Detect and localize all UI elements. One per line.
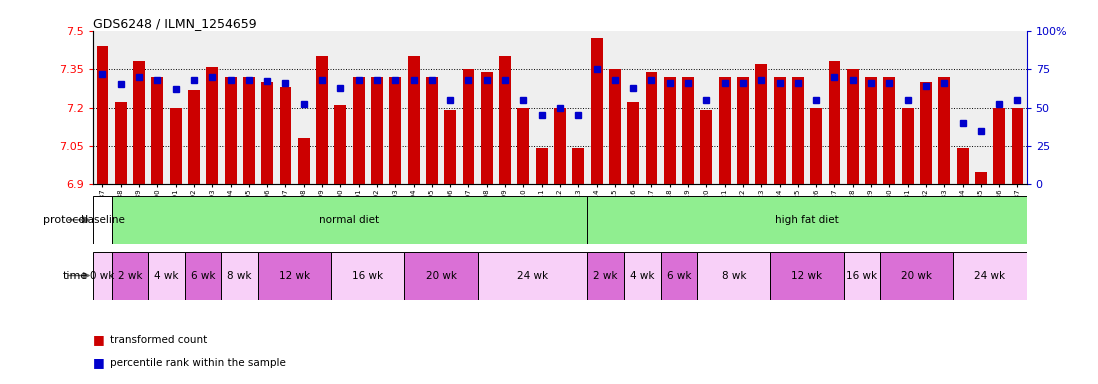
- Text: 24 wk: 24 wk: [517, 270, 548, 281]
- Bar: [939, 77, 950, 184]
- Bar: [881, 252, 953, 300]
- Bar: [371, 77, 383, 184]
- Bar: [462, 69, 474, 184]
- Bar: [184, 252, 222, 300]
- Bar: [664, 77, 675, 184]
- Text: 24 wk: 24 wk: [974, 270, 1006, 281]
- Bar: [500, 56, 511, 184]
- Bar: [719, 77, 730, 184]
- Bar: [1011, 108, 1023, 184]
- Bar: [97, 46, 109, 184]
- Bar: [609, 69, 620, 184]
- Text: percentile rank within the sample: percentile rank within the sample: [110, 358, 285, 368]
- Text: 16 wk: 16 wk: [847, 270, 877, 281]
- Bar: [587, 252, 624, 300]
- Bar: [188, 89, 200, 184]
- Text: protocol: protocol: [43, 215, 88, 225]
- Bar: [829, 61, 840, 184]
- Bar: [133, 61, 145, 184]
- Text: 4 wk: 4 wk: [630, 270, 654, 281]
- Bar: [115, 103, 126, 184]
- Bar: [884, 77, 895, 184]
- Bar: [697, 252, 771, 300]
- Bar: [865, 77, 877, 184]
- Text: 12 wk: 12 wk: [279, 270, 311, 281]
- Bar: [112, 196, 587, 244]
- Text: time: time: [63, 270, 88, 281]
- Text: 8 wk: 8 wk: [227, 270, 251, 281]
- Text: transformed count: transformed count: [110, 335, 208, 345]
- Bar: [755, 64, 768, 184]
- Bar: [627, 103, 639, 184]
- Text: ■: ■: [93, 333, 105, 346]
- Bar: [112, 252, 148, 300]
- Bar: [792, 77, 804, 184]
- Bar: [591, 38, 603, 184]
- Bar: [661, 252, 697, 300]
- Bar: [445, 110, 456, 184]
- Text: 6 wk: 6 wk: [666, 270, 691, 281]
- Bar: [517, 108, 529, 184]
- Text: 2 wk: 2 wk: [594, 270, 618, 281]
- Bar: [316, 56, 328, 184]
- Text: baseline: baseline: [80, 215, 124, 225]
- Text: ■: ■: [93, 356, 105, 369]
- Text: 20 wk: 20 wk: [901, 270, 932, 281]
- Bar: [737, 77, 749, 184]
- Bar: [953, 252, 1027, 300]
- Bar: [843, 252, 881, 300]
- Bar: [93, 252, 112, 300]
- Bar: [587, 196, 1027, 244]
- Text: 8 wk: 8 wk: [721, 270, 746, 281]
- Bar: [407, 56, 419, 184]
- Text: 12 wk: 12 wk: [792, 270, 822, 281]
- Bar: [258, 252, 332, 300]
- Bar: [243, 77, 255, 184]
- Bar: [682, 77, 694, 184]
- Text: 2 wk: 2 wk: [117, 270, 142, 281]
- Bar: [701, 110, 713, 184]
- Bar: [170, 108, 181, 184]
- Bar: [847, 69, 859, 184]
- Bar: [93, 196, 112, 244]
- Bar: [225, 77, 236, 184]
- Bar: [994, 108, 1005, 184]
- Bar: [624, 252, 661, 300]
- Bar: [404, 252, 478, 300]
- Bar: [298, 138, 310, 184]
- Text: 0 wk: 0 wk: [90, 270, 114, 281]
- Bar: [478, 252, 587, 300]
- Bar: [810, 108, 822, 184]
- Bar: [222, 252, 258, 300]
- Text: 16 wk: 16 wk: [352, 270, 383, 281]
- Bar: [975, 172, 987, 184]
- Text: GDS6248 / ILMN_1254659: GDS6248 / ILMN_1254659: [93, 17, 257, 30]
- Bar: [390, 77, 401, 184]
- Text: normal diet: normal diet: [320, 215, 380, 225]
- Bar: [148, 252, 184, 300]
- Text: high fat diet: high fat diet: [775, 215, 839, 225]
- Bar: [426, 77, 438, 184]
- Bar: [352, 77, 365, 184]
- Bar: [771, 252, 843, 300]
- Bar: [481, 72, 493, 184]
- Bar: [774, 77, 785, 184]
- Bar: [572, 149, 584, 184]
- Bar: [920, 82, 932, 184]
- Bar: [901, 108, 914, 184]
- Bar: [206, 66, 219, 184]
- Bar: [335, 105, 346, 184]
- Bar: [646, 72, 658, 184]
- Bar: [956, 149, 968, 184]
- Text: 20 wk: 20 wk: [426, 270, 457, 281]
- Bar: [280, 87, 291, 184]
- Bar: [261, 82, 273, 184]
- Bar: [554, 108, 565, 184]
- Text: 4 wk: 4 wk: [155, 270, 179, 281]
- Bar: [332, 252, 404, 300]
- Bar: [536, 149, 548, 184]
- Bar: [152, 77, 164, 184]
- Text: 6 wk: 6 wk: [191, 270, 215, 281]
